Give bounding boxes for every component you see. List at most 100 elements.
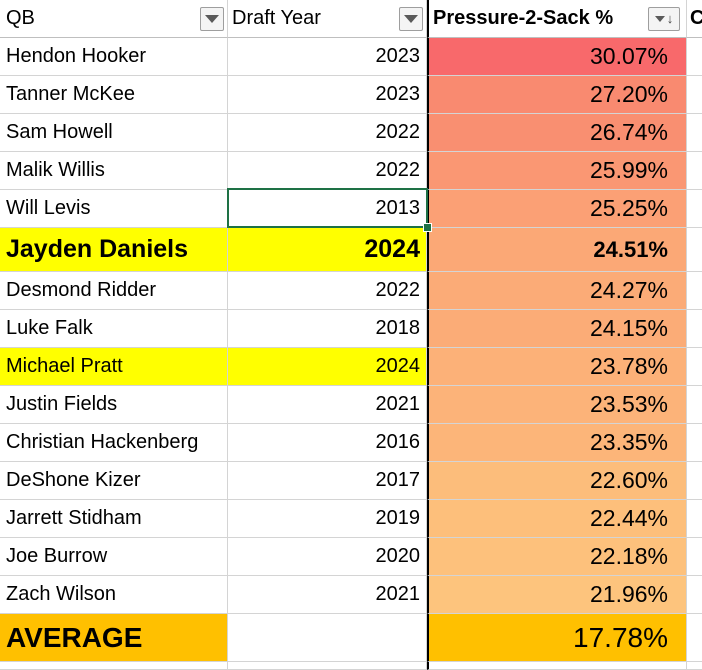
qb-cell[interactable]: Zach Wilson (0, 576, 228, 614)
table-row: Hendon Hooker 2023 30.07% (0, 38, 702, 76)
next-column-cell[interactable] (687, 538, 702, 576)
table-row: DeShone Kizer 2017 22.60% (0, 462, 702, 500)
draft-year-cell[interactable]: 2022 (228, 272, 427, 310)
dropdown-filter-icon (654, 15, 665, 22)
p2s-sort-filter-button[interactable]: ↓ (648, 6, 680, 31)
p2s-cell[interactable]: 25.99% (427, 152, 687, 190)
p2s-cell[interactable]: 23.78% (427, 348, 687, 386)
qb-cell[interactable]: Will Levis (0, 190, 228, 228)
draft-year-cell[interactable]: 2022 (228, 114, 427, 152)
draft-year-cell[interactable]: 2019 (228, 500, 427, 538)
sort-descending-icon: ↓ (666, 11, 674, 26)
next-column-cell[interactable] (687, 386, 702, 424)
p2s-cell[interactable]: 22.44% (427, 500, 687, 538)
header-draft-year-label: Draft Year (232, 7, 321, 29)
table-row: Malik Willis 2022 25.99% (0, 152, 702, 190)
draft-year-cell[interactable]: 2022 (228, 152, 427, 190)
empty-cell[interactable] (427, 662, 687, 670)
draft-year-cell[interactable]: 2024 (228, 228, 427, 272)
draft-year-cell[interactable]: 2018 (228, 310, 427, 348)
p2s-cell[interactable]: 23.35% (427, 424, 687, 462)
next-column-cell[interactable] (687, 348, 702, 386)
table-row: Luke Falk 2018 24.15% (0, 310, 702, 348)
p2s-cell[interactable]: 21.96% (427, 576, 687, 614)
empty-row (0, 662, 702, 670)
qb-cell[interactable]: Justin Fields (0, 386, 228, 424)
qb-cell[interactable]: Jarrett Stidham (0, 500, 228, 538)
qb-cell[interactable]: Joe Burrow (0, 538, 228, 576)
empty-cell[interactable] (687, 662, 702, 670)
draft-year-cell[interactable]: 2017 (228, 462, 427, 500)
header-next-cell[interactable] (687, 0, 702, 38)
header-p2s-cell[interactable]: Pressure-2-Sack % ↓ (427, 0, 687, 38)
next-column-cell[interactable] (687, 424, 702, 462)
cell-selection-outline (227, 188, 428, 228)
next-column-cell[interactable] (687, 272, 702, 310)
table-row: Joe Burrow 2020 22.18% (0, 538, 702, 576)
dropdown-filter-icon (404, 14, 418, 23)
draft-year-cell[interactable]: 2021 (228, 576, 427, 614)
next-column-cell[interactable] (687, 310, 702, 348)
draft-year-filter-button[interactable] (399, 6, 423, 31)
qb-cell[interactable]: Luke Falk (0, 310, 228, 348)
p2s-cell[interactable]: 24.51% (427, 228, 687, 272)
qb-cell[interactable]: Christian Hackenberg (0, 424, 228, 462)
qb-cell[interactable]: Desmond Ridder (0, 272, 228, 310)
header-qb-label: QB (6, 7, 35, 29)
next-column-cell[interactable] (687, 76, 702, 114)
table-row: Justin Fields 2021 23.53% (0, 386, 702, 424)
header-row: QB Draft Year Pressure-2-Sack % ↓ (0, 0, 702, 38)
next-column-cell[interactable] (687, 190, 702, 228)
p2s-cell[interactable]: 25.25% (427, 190, 687, 228)
table-row: Jayden Daniels 2024 24.51% (0, 228, 702, 272)
next-column-cell[interactable] (687, 114, 702, 152)
qb-filter-button[interactable] (200, 6, 224, 31)
draft-year-cell[interactable]: 2020 (228, 538, 427, 576)
qb-cell[interactable]: Jayden Daniels (0, 228, 228, 272)
p2s-cell[interactable]: 30.07% (427, 38, 687, 76)
qb-cell[interactable]: Hendon Hooker (0, 38, 228, 76)
next-column-cell[interactable] (687, 228, 702, 272)
qb-cell[interactable]: DeShone Kizer (0, 462, 228, 500)
average-p2s-cell[interactable]: 17.78% (427, 614, 687, 662)
next-column-cell[interactable] (687, 462, 702, 500)
qb-cell[interactable]: Tanner McKee (0, 76, 228, 114)
next-column-cell[interactable] (687, 614, 702, 662)
p2s-cell[interactable]: 27.20% (427, 76, 687, 114)
draft-year-cell[interactable]: 2023 (228, 38, 427, 76)
qb-cell[interactable]: Sam Howell (0, 114, 228, 152)
next-column-header-partial: C (690, 6, 702, 29)
dropdown-filter-icon (205, 14, 219, 23)
p2s-cell[interactable]: 22.18% (427, 538, 687, 576)
p2s-cell[interactable]: 23.53% (427, 386, 687, 424)
empty-cell[interactable] (228, 662, 427, 670)
header-qb-cell[interactable]: QB (0, 0, 228, 38)
draft-year-cell[interactable]: 2021 (228, 386, 427, 424)
next-column-cell[interactable] (687, 38, 702, 76)
p2s-cell[interactable]: 26.74% (427, 114, 687, 152)
next-column-cell[interactable] (687, 576, 702, 614)
header-draft-year-cell[interactable]: Draft Year (228, 0, 427, 38)
draft-year-cell[interactable]: 2023 (228, 76, 427, 114)
p2s-cell[interactable]: 24.27% (427, 272, 687, 310)
average-label-cell[interactable]: AVERAGE (0, 614, 228, 662)
table-row: Tanner McKee 2023 27.20% (0, 76, 702, 114)
table-row: Michael Pratt 2024 23.78% (0, 348, 702, 386)
table-row: Christian Hackenberg 2016 23.35% (0, 424, 702, 462)
table-row: Zach Wilson 2021 21.96% (0, 576, 702, 614)
qb-cell[interactable]: Michael Pratt (0, 348, 228, 386)
next-column-cell[interactable] (687, 500, 702, 538)
average-year-cell[interactable] (228, 614, 427, 662)
qb-cell[interactable]: Malik Willis (0, 152, 228, 190)
next-column-cell[interactable] (687, 152, 702, 190)
fill-handle[interactable] (423, 223, 432, 232)
draft-year-cell[interactable]: 2024 (228, 348, 427, 386)
table-row: Jarrett Stidham 2019 22.44% (0, 500, 702, 538)
empty-cell[interactable] (0, 662, 228, 670)
table-row: Desmond Ridder 2022 24.27% (0, 272, 702, 310)
draft-year-cell[interactable]: 2016 (228, 424, 427, 462)
p2s-cell[interactable]: 24.15% (427, 310, 687, 348)
table-row: Will Levis 2013 25.25% (0, 190, 702, 228)
p2s-cell[interactable]: 22.60% (427, 462, 687, 500)
